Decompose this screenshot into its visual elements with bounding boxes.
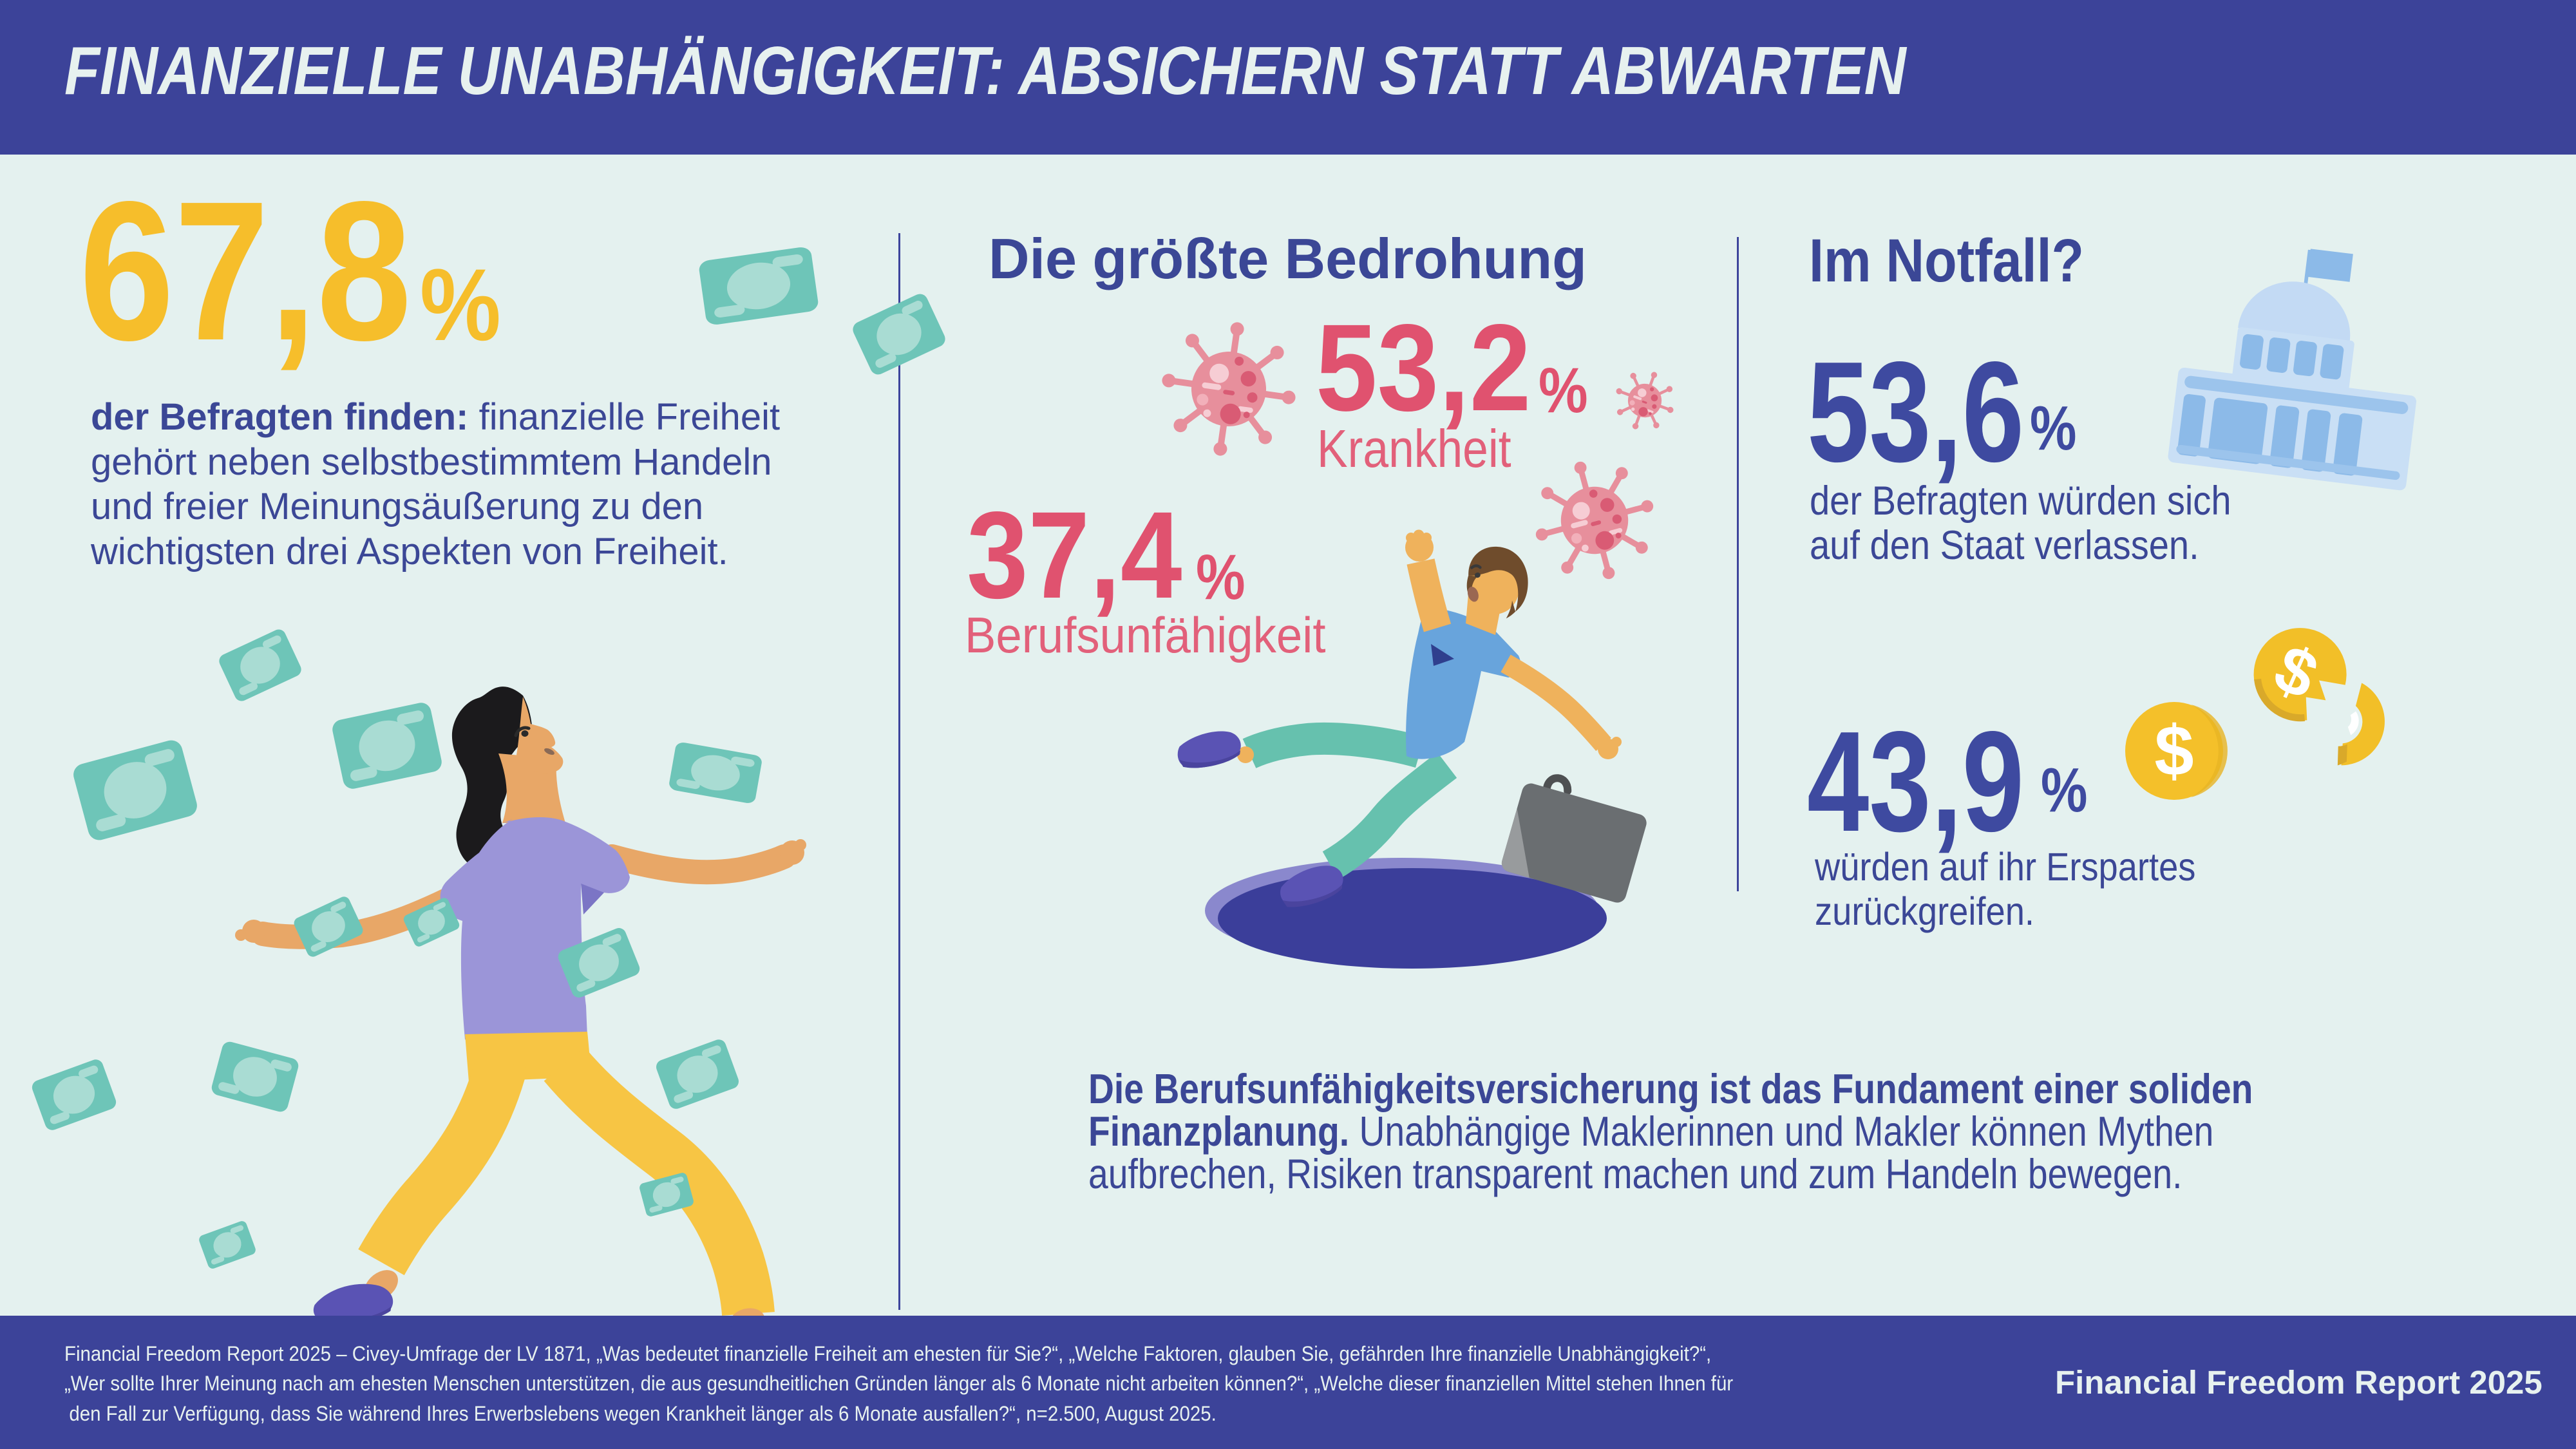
svg-text:$: $ [2154,712,2193,791]
